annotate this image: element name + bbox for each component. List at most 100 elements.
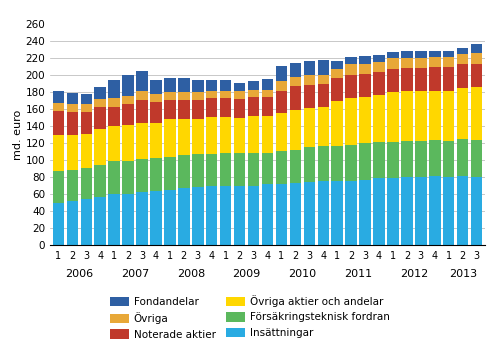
Bar bbox=[360, 180, 371, 245]
Bar bbox=[220, 80, 232, 91]
Bar bbox=[471, 87, 482, 140]
Bar bbox=[178, 188, 190, 245]
Bar bbox=[401, 57, 412, 68]
Text: 2011: 2011 bbox=[344, 269, 372, 279]
Bar bbox=[220, 153, 232, 186]
Bar bbox=[429, 57, 440, 67]
Bar bbox=[234, 99, 245, 118]
Bar bbox=[304, 182, 315, 245]
Bar bbox=[332, 101, 343, 146]
Bar bbox=[164, 119, 175, 157]
Bar bbox=[346, 57, 357, 64]
Bar bbox=[248, 81, 260, 90]
Bar bbox=[360, 74, 371, 97]
Bar bbox=[429, 67, 440, 91]
Bar bbox=[443, 57, 454, 67]
Bar bbox=[150, 123, 162, 159]
Bar bbox=[192, 92, 203, 100]
Bar bbox=[94, 165, 106, 197]
Bar bbox=[332, 146, 343, 181]
Bar bbox=[415, 68, 426, 91]
Bar bbox=[52, 171, 64, 203]
Bar bbox=[304, 108, 315, 147]
Bar bbox=[108, 126, 120, 161]
Bar bbox=[290, 86, 301, 110]
Bar bbox=[192, 187, 203, 245]
Bar bbox=[80, 112, 92, 134]
Bar bbox=[136, 100, 147, 123]
Bar bbox=[304, 75, 315, 85]
Bar bbox=[443, 141, 454, 177]
Bar bbox=[94, 197, 106, 245]
Bar bbox=[415, 57, 426, 68]
Bar bbox=[276, 151, 287, 184]
Bar bbox=[136, 123, 147, 159]
Bar bbox=[374, 141, 385, 178]
Text: 2009: 2009 bbox=[232, 269, 260, 279]
Bar bbox=[248, 97, 260, 116]
Bar bbox=[471, 44, 482, 53]
Bar bbox=[374, 178, 385, 245]
Bar bbox=[346, 98, 357, 145]
Bar bbox=[178, 92, 190, 100]
Bar bbox=[108, 161, 120, 194]
Bar bbox=[52, 91, 64, 103]
Bar bbox=[234, 91, 245, 99]
Bar bbox=[178, 119, 190, 155]
Bar bbox=[234, 118, 245, 153]
Bar bbox=[262, 97, 273, 116]
Bar bbox=[108, 107, 120, 126]
Bar bbox=[220, 91, 232, 98]
Bar bbox=[346, 75, 357, 98]
Bar bbox=[80, 104, 92, 112]
Bar bbox=[332, 61, 343, 69]
Bar bbox=[248, 186, 260, 245]
Bar bbox=[429, 51, 440, 57]
Bar bbox=[136, 91, 147, 100]
Bar bbox=[136, 159, 147, 192]
Bar bbox=[457, 176, 468, 245]
Bar bbox=[234, 153, 245, 186]
Bar bbox=[457, 54, 468, 64]
Bar bbox=[318, 107, 329, 146]
Bar bbox=[108, 80, 120, 98]
Bar bbox=[248, 153, 260, 186]
Bar bbox=[150, 94, 162, 102]
Bar bbox=[206, 80, 218, 91]
Bar bbox=[80, 168, 92, 199]
Bar bbox=[262, 79, 273, 90]
Bar bbox=[248, 116, 260, 153]
Bar bbox=[401, 68, 412, 91]
Bar bbox=[66, 112, 78, 135]
Bar bbox=[332, 78, 343, 101]
Bar bbox=[164, 92, 175, 100]
Bar bbox=[150, 191, 162, 245]
Bar bbox=[388, 141, 398, 178]
Bar bbox=[290, 63, 301, 77]
Bar bbox=[374, 55, 385, 62]
Bar bbox=[80, 134, 92, 168]
Bar bbox=[122, 75, 134, 96]
Bar bbox=[192, 119, 203, 154]
Bar bbox=[374, 72, 385, 95]
Bar bbox=[290, 110, 301, 150]
Bar bbox=[429, 91, 440, 140]
Bar bbox=[108, 194, 120, 245]
Bar bbox=[94, 129, 106, 165]
Bar bbox=[388, 92, 398, 141]
Text: 2012: 2012 bbox=[400, 269, 428, 279]
Text: 2008: 2008 bbox=[176, 269, 205, 279]
Text: 2013: 2013 bbox=[448, 269, 477, 279]
Bar bbox=[262, 153, 273, 184]
Bar bbox=[150, 159, 162, 191]
Bar bbox=[471, 177, 482, 245]
Bar bbox=[66, 201, 78, 245]
Bar bbox=[262, 90, 273, 97]
Bar bbox=[276, 91, 287, 113]
Bar bbox=[136, 71, 147, 91]
Bar bbox=[388, 52, 398, 58]
Bar bbox=[304, 85, 315, 108]
Bar bbox=[276, 66, 287, 81]
Bar bbox=[346, 64, 357, 75]
Bar bbox=[415, 51, 426, 57]
